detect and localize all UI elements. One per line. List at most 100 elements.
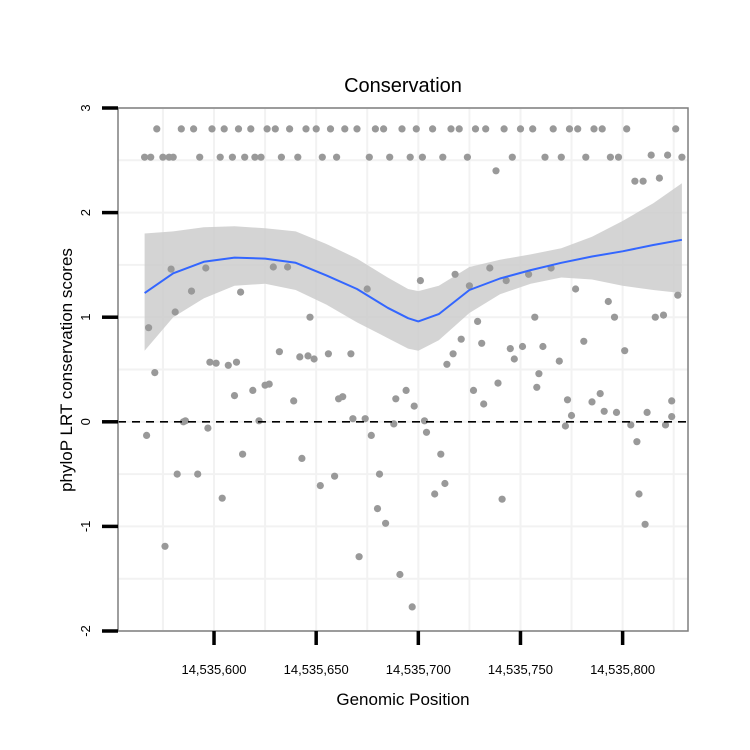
data-point bbox=[606, 153, 615, 161]
data-point bbox=[478, 339, 486, 347]
data-point bbox=[331, 472, 339, 480]
data-point bbox=[500, 125, 508, 133]
data-point bbox=[439, 153, 447, 161]
data-point bbox=[173, 470, 181, 478]
data-point bbox=[529, 125, 537, 133]
data-point bbox=[271, 125, 279, 133]
data-point bbox=[429, 125, 437, 133]
data-point bbox=[402, 386, 410, 394]
data-point bbox=[316, 482, 324, 490]
x-tick-label: 14,535,700 bbox=[386, 662, 451, 677]
data-point bbox=[171, 308, 179, 316]
data-point bbox=[539, 342, 547, 351]
data-point bbox=[194, 470, 202, 478]
data-point bbox=[177, 125, 185, 133]
data-point bbox=[598, 125, 606, 133]
data-point bbox=[249, 386, 257, 394]
data-point bbox=[298, 454, 306, 462]
data-point bbox=[510, 355, 518, 363]
data-point bbox=[418, 153, 426, 161]
data-point bbox=[508, 153, 516, 161]
data-point bbox=[557, 153, 565, 161]
data-point bbox=[604, 297, 612, 306]
data-point bbox=[555, 357, 563, 365]
data-point bbox=[416, 277, 424, 285]
data-point bbox=[627, 421, 635, 429]
data-point bbox=[386, 153, 394, 161]
data-point bbox=[204, 424, 212, 432]
data-point bbox=[437, 450, 445, 458]
data-point bbox=[588, 398, 596, 406]
data-point bbox=[482, 125, 490, 133]
data-point bbox=[373, 505, 382, 513]
data-point bbox=[218, 494, 226, 502]
data-point bbox=[441, 479, 449, 488]
data-point bbox=[239, 450, 247, 458]
data-point bbox=[678, 153, 686, 161]
data-point bbox=[382, 519, 390, 527]
data-point bbox=[375, 470, 384, 478]
data-point bbox=[531, 313, 539, 321]
data-point bbox=[202, 264, 210, 272]
data-point bbox=[516, 125, 525, 133]
smooth-line-group bbox=[144, 238, 683, 323]
data-point bbox=[335, 395, 343, 403]
data-point bbox=[196, 153, 204, 161]
data-point bbox=[494, 379, 502, 387]
data-point bbox=[147, 153, 155, 161]
data-point bbox=[269, 263, 277, 271]
data-point bbox=[614, 153, 623, 161]
data-point bbox=[661, 421, 670, 429]
data-point bbox=[664, 151, 672, 159]
data-point bbox=[406, 153, 414, 161]
data-point bbox=[457, 335, 465, 343]
chart-title: Conservation bbox=[344, 75, 462, 97]
data-point bbox=[580, 337, 588, 345]
data-point bbox=[639, 177, 647, 185]
data-point bbox=[228, 153, 236, 161]
data-point bbox=[294, 153, 302, 161]
data-point bbox=[232, 358, 241, 366]
data-point bbox=[535, 370, 543, 378]
data-point bbox=[306, 313, 314, 321]
data-point bbox=[635, 490, 643, 498]
data-point bbox=[277, 153, 285, 161]
data-point bbox=[392, 395, 400, 403]
data-point bbox=[574, 125, 582, 133]
data-point bbox=[465, 282, 473, 290]
data-point bbox=[651, 313, 659, 321]
data-point bbox=[230, 392, 239, 400]
data-point bbox=[371, 125, 379, 133]
x-tick-label: 14,535,650 bbox=[284, 662, 349, 677]
data-point bbox=[567, 411, 576, 420]
x-tick-label: 14,535,750 bbox=[488, 662, 553, 677]
data-point bbox=[674, 291, 682, 299]
y-tick-label: 0 bbox=[78, 418, 93, 425]
data-point bbox=[333, 153, 341, 161]
data-point bbox=[633, 438, 641, 446]
y-tick-label: -1 bbox=[78, 521, 93, 533]
data-point bbox=[206, 358, 214, 366]
data-point bbox=[621, 347, 629, 355]
data-point bbox=[480, 400, 488, 408]
data-point bbox=[643, 408, 651, 416]
data-point bbox=[302, 125, 310, 133]
data-point bbox=[190, 125, 198, 133]
data-point bbox=[326, 125, 335, 133]
data-point bbox=[518, 342, 527, 351]
data-point bbox=[237, 288, 245, 296]
data-point bbox=[141, 153, 149, 161]
data-point bbox=[241, 153, 249, 161]
data-point bbox=[410, 402, 418, 410]
data-point bbox=[398, 125, 406, 133]
data-point bbox=[341, 125, 349, 133]
data-point bbox=[422, 428, 431, 436]
data-point bbox=[312, 125, 320, 133]
data-point bbox=[263, 125, 271, 133]
data-point bbox=[380, 125, 388, 133]
data-point bbox=[153, 125, 161, 133]
data-point bbox=[247, 125, 255, 133]
data-point bbox=[572, 285, 580, 293]
y-axis: -2 -1 0 1 2 3 bbox=[78, 104, 118, 637]
